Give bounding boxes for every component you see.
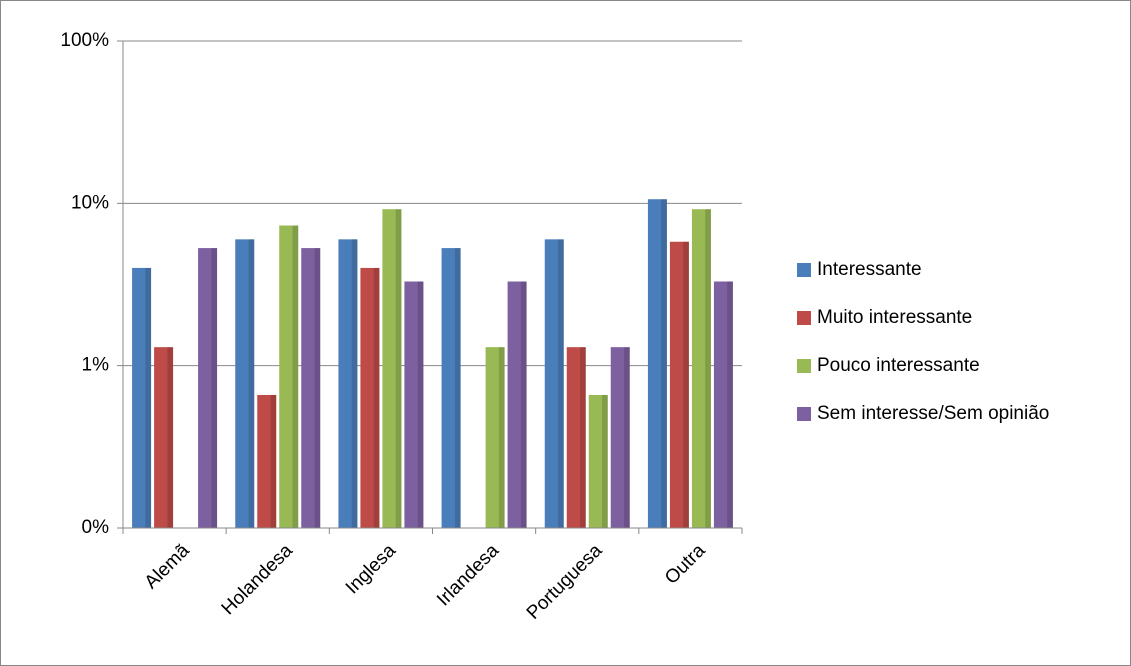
legend-label: Sem interesse/Sem opinião bbox=[817, 403, 1049, 424]
bar-shade bbox=[520, 281, 527, 528]
bar-shade bbox=[270, 394, 277, 528]
bar bbox=[691, 209, 711, 528]
legend-label: Pouco interessante bbox=[817, 355, 980, 376]
bar bbox=[588, 394, 608, 528]
bar bbox=[566, 347, 586, 528]
bar-shade bbox=[602, 394, 608, 528]
bar bbox=[382, 209, 402, 528]
bar bbox=[301, 248, 321, 529]
bar bbox=[647, 199, 667, 528]
legend-swatch bbox=[797, 359, 811, 373]
legend-swatch bbox=[797, 407, 811, 421]
bar bbox=[154, 347, 174, 528]
bar-shade bbox=[211, 248, 218, 529]
bar bbox=[235, 239, 255, 528]
bar-shade bbox=[454, 248, 461, 529]
bar-shade bbox=[705, 209, 711, 528]
bar-shade bbox=[558, 239, 564, 528]
bar bbox=[279, 225, 299, 529]
bar bbox=[485, 347, 505, 528]
bar bbox=[669, 241, 689, 528]
bar bbox=[610, 347, 630, 528]
legend-swatch bbox=[797, 311, 811, 325]
bar-shade bbox=[417, 281, 424, 528]
bar bbox=[507, 281, 527, 528]
bar-shade bbox=[498, 347, 505, 528]
y-tick-label: 10% bbox=[71, 192, 109, 213]
bar-shade bbox=[727, 281, 733, 528]
y-tick-label: 0% bbox=[82, 517, 110, 538]
bar bbox=[338, 239, 358, 528]
bar bbox=[713, 281, 733, 528]
bar bbox=[198, 248, 218, 529]
legend-label: Muito interessante bbox=[817, 307, 972, 328]
bar-shade bbox=[624, 347, 630, 528]
bar-shade bbox=[167, 347, 174, 528]
legend-swatch bbox=[797, 263, 811, 277]
bar-shade bbox=[314, 248, 321, 529]
bar bbox=[404, 281, 424, 528]
bar bbox=[360, 267, 380, 528]
legend-label: Interessante bbox=[817, 259, 922, 280]
bar bbox=[257, 394, 277, 528]
bar-shade bbox=[351, 239, 358, 528]
bar-shade bbox=[580, 347, 586, 528]
y-tick-label: 1% bbox=[82, 355, 110, 376]
bar-shade bbox=[395, 209, 402, 528]
bar-shade bbox=[683, 241, 689, 528]
bar-shade bbox=[145, 267, 152, 528]
y-tick-label: 100% bbox=[60, 30, 109, 51]
bar-shade bbox=[373, 267, 380, 528]
bar bbox=[132, 267, 152, 528]
bar bbox=[441, 248, 461, 529]
bar-shade bbox=[292, 225, 299, 529]
bar-shade bbox=[661, 199, 667, 528]
bar bbox=[544, 239, 564, 528]
bar-shade bbox=[248, 239, 255, 528]
